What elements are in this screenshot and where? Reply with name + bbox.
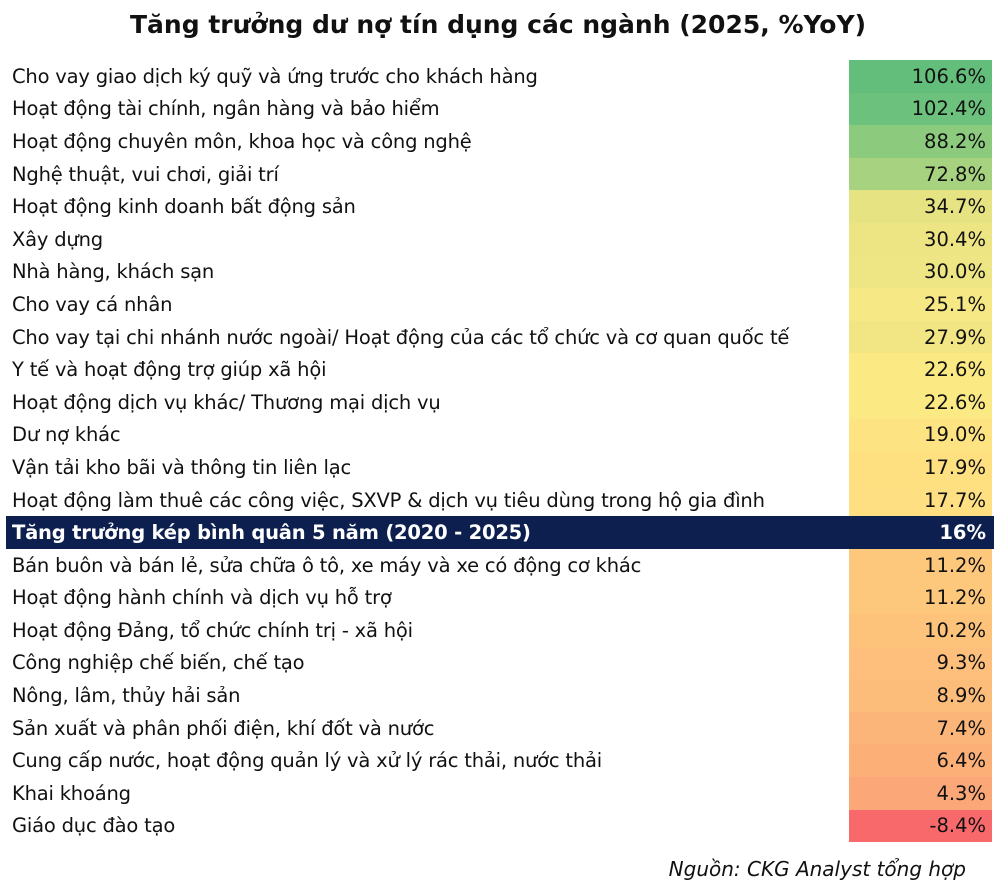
table-row: Hoạt động Đảng, tổ chức chính trị - xã h…	[6, 614, 994, 647]
row-label: Tăng trưởng kép bình quân 5 năm (2020 - …	[12, 521, 531, 545]
row-value: 27.9%	[849, 320, 992, 354]
row-value: 8.9%	[849, 679, 992, 712]
table-row: Cho vay tại chi nhánh nước ngoài/ Hoạt đ…	[6, 320, 994, 354]
row-value: 4.3%	[849, 777, 992, 810]
row-value: 10.2%	[849, 614, 992, 647]
row-value: 88.2%	[849, 125, 992, 158]
source-note: Nguồn: CKG Analyst tổng hợp	[668, 857, 966, 881]
row-label: Y tế và hoạt động trợ giúp xã hội	[12, 358, 327, 382]
data-table: Cho vay giao dịch ký quỹ và ứng trước ch…	[6, 60, 994, 843]
table-row: Nhà hàng, khách sạn 30.0%	[6, 255, 994, 289]
row-label: Sản xuất và phân phối điện, khí đốt và n…	[12, 716, 435, 740]
chart-title: Tăng trưởng dư nợ tín dụng các ngành (20…	[130, 10, 866, 39]
table-row: Y tế và hoạt động trợ giúp xã hội 22.6%	[6, 353, 994, 386]
row-label: Nhà hàng, khách sạn	[12, 260, 215, 284]
row-label: Công nghiệp chế biến, chế tạo	[12, 651, 305, 675]
table-row: Khai khoáng 4.3%	[6, 777, 994, 810]
row-value: 22.6%	[849, 353, 992, 386]
table-row: Hoạt động chuyên môn, khoa học và công n…	[6, 125, 994, 158]
row-value: 7.4%	[849, 711, 992, 745]
summary-row: Tăng trưởng kép bình quân 5 năm (2020 - …	[6, 516, 994, 549]
table-row: Xây dựng 30.4%	[6, 222, 994, 256]
table-row: Cho vay cá nhân 25.1%	[6, 288, 994, 321]
row-label: Hoạt động tài chính, ngân hàng và bảo hi…	[12, 97, 440, 121]
table-row: Bán buôn và bán lẻ, sửa chữa ô tô, xe má…	[6, 548, 994, 582]
row-value: 30.0%	[849, 255, 992, 289]
row-label: Hoạt động hành chính và dịch vụ hỗ trợ	[12, 586, 392, 610]
row-value: 17.7%	[849, 483, 992, 517]
row-label: Dư nợ khác	[12, 423, 121, 447]
row-label: Cho vay cá nhân	[12, 292, 173, 316]
row-label: Cho vay giao dịch ký quỹ và ứng trước ch…	[12, 64, 538, 88]
row-label: Giáo dục đào tạo	[12, 814, 176, 838]
table-row: Nông, lâm, thủy hải sản 8.9%	[6, 679, 994, 712]
table-row: Nghệ thuật, vui chơi, giải trí 72.8%	[6, 157, 994, 191]
table-row: Dư nợ khác 19.0%	[6, 418, 994, 452]
table-row: Hoạt động tài chính, ngân hàng và bảo hi…	[6, 92, 994, 126]
table-row: Công nghiệp chế biến, chế tạo 9.3%	[6, 646, 994, 680]
table-row: Hoạt động làm thuê các công việc, SXVP &…	[6, 483, 994, 517]
row-value: 25.1%	[849, 288, 992, 321]
row-value: 6.4%	[849, 744, 992, 778]
row-value: -8.4%	[849, 809, 992, 843]
row-label: Hoạt động Đảng, tổ chức chính trị - xã h…	[12, 618, 413, 642]
row-label: Hoạt động kinh doanh bất động sản	[12, 195, 356, 219]
row-value: 11.2%	[849, 548, 992, 582]
row-value: 106.6%	[849, 60, 992, 93]
row-value: 16%	[939, 521, 986, 545]
row-label: Vận tải kho bãi và thông tin liên lạc	[12, 455, 352, 479]
table-row: Cung cấp nước, hoạt động quản lý và xử l…	[6, 744, 994, 778]
row-value: 102.4%	[849, 92, 992, 126]
row-value: 30.4%	[849, 222, 992, 256]
row-label: Hoạt động dịch vụ khác/ Thương mại dịch …	[12, 390, 441, 414]
row-label: Cho vay tại chi nhánh nước ngoài/ Hoạt đ…	[12, 325, 790, 349]
table-row: Sản xuất và phân phối điện, khí đốt và n…	[6, 711, 994, 745]
row-label: Hoạt động làm thuê các công việc, SXVP &…	[12, 488, 765, 512]
table-row: Vận tải kho bãi và thông tin liên lạc 17.…	[6, 451, 994, 484]
row-value: 19.0%	[849, 418, 992, 452]
row-value: 9.3%	[849, 646, 992, 680]
row-label: Cung cấp nước, hoạt động quản lý và xử l…	[12, 749, 602, 773]
row-value: 72.8%	[849, 157, 992, 191]
row-label: Bán buôn và bán lẻ, sửa chữa ô tô, xe má…	[12, 553, 642, 577]
row-label: Khai khoáng	[12, 781, 131, 805]
row-label: Nông, lâm, thủy hải sản	[12, 684, 241, 708]
table-row: Cho vay giao dịch ký quỹ và ứng trước ch…	[6, 60, 994, 93]
row-value: 34.7%	[849, 190, 992, 223]
row-value: 22.6%	[849, 385, 992, 419]
table-row: Hoạt động dịch vụ khác/ Thương mại dịch …	[6, 385, 994, 419]
table-row: Hoạt động hành chính và dịch vụ hỗ trợ 11…	[6, 581, 994, 615]
row-label: Hoạt động chuyên môn, khoa học và công n…	[12, 129, 472, 153]
row-label: Nghệ thuật, vui chơi, giải trí	[12, 162, 279, 186]
row-value: 11.2%	[849, 581, 992, 615]
table-row: Giáo dục đào tạo -8.4%	[6, 809, 994, 843]
row-label: Xây dựng	[12, 227, 103, 251]
table-row: Hoạt động kinh doanh bất động sản 34.7%	[6, 190, 994, 223]
row-value: 17.9%	[849, 451, 992, 484]
